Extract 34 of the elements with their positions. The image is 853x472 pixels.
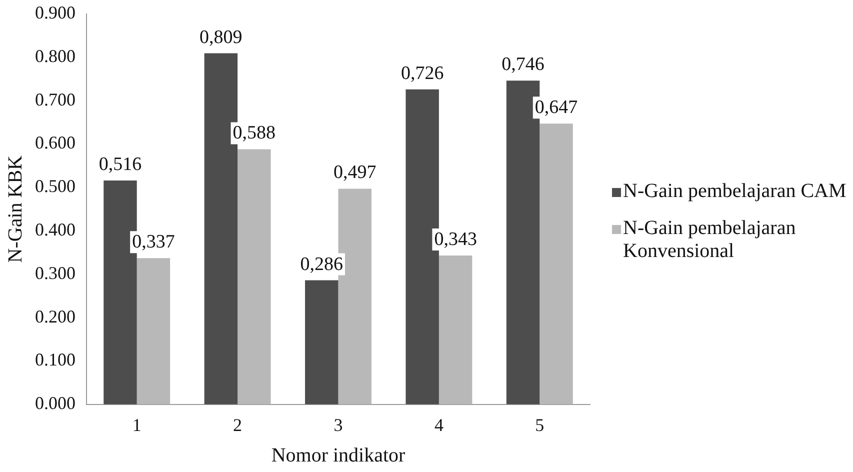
- y-tick-label: 0.800: [35, 46, 76, 66]
- y-tick-label: 0.700: [35, 89, 76, 110]
- x-tick-label: 1: [132, 414, 142, 435]
- y-tick-label: 0.000: [35, 393, 76, 414]
- legend-label: N-Gain pembelajaran Konvensional: [623, 217, 797, 263]
- x-tick-label: 3: [334, 414, 343, 435]
- y-axis-title: N-Gain KBK: [4, 154, 26, 263]
- data-label: 0,497: [333, 162, 376, 184]
- data-label: 0,647: [534, 97, 578, 118]
- y-tick-label: 0.200: [35, 306, 76, 326]
- bar: [540, 124, 573, 404]
- x-axis-title: Nomor indikator: [271, 444, 406, 466]
- data-label: 0,516: [98, 154, 142, 175]
- y-tick-label: 0.600: [35, 132, 76, 153]
- x-tick-label: 2: [233, 414, 242, 435]
- data-label: 0,337: [132, 232, 175, 253]
- y-tick-label: 0.400: [35, 220, 76, 240]
- y-tick-label: 0.300: [35, 262, 76, 283]
- bar: [136, 258, 170, 404]
- legend-label: N-Gain pembelajaran CAM: [623, 180, 846, 203]
- data-label: 0,726: [400, 62, 444, 84]
- data-label: 0,343: [434, 229, 477, 250]
- y-tick-label: 0.900: [35, 2, 76, 23]
- bar: [305, 280, 338, 404]
- data-label: 0,809: [200, 26, 242, 48]
- y-tick-label: 0.100: [35, 350, 76, 370]
- data-label: 0,588: [232, 122, 276, 144]
- x-tick-label: 4: [434, 414, 444, 435]
- data-label: 0,746: [502, 54, 544, 76]
- y-tick-label: 0.500: [35, 176, 76, 196]
- bar: [438, 256, 472, 404]
- bar: [238, 149, 271, 404]
- data-label: 0,286: [300, 254, 344, 275]
- x-tick-label: 5: [535, 414, 544, 435]
